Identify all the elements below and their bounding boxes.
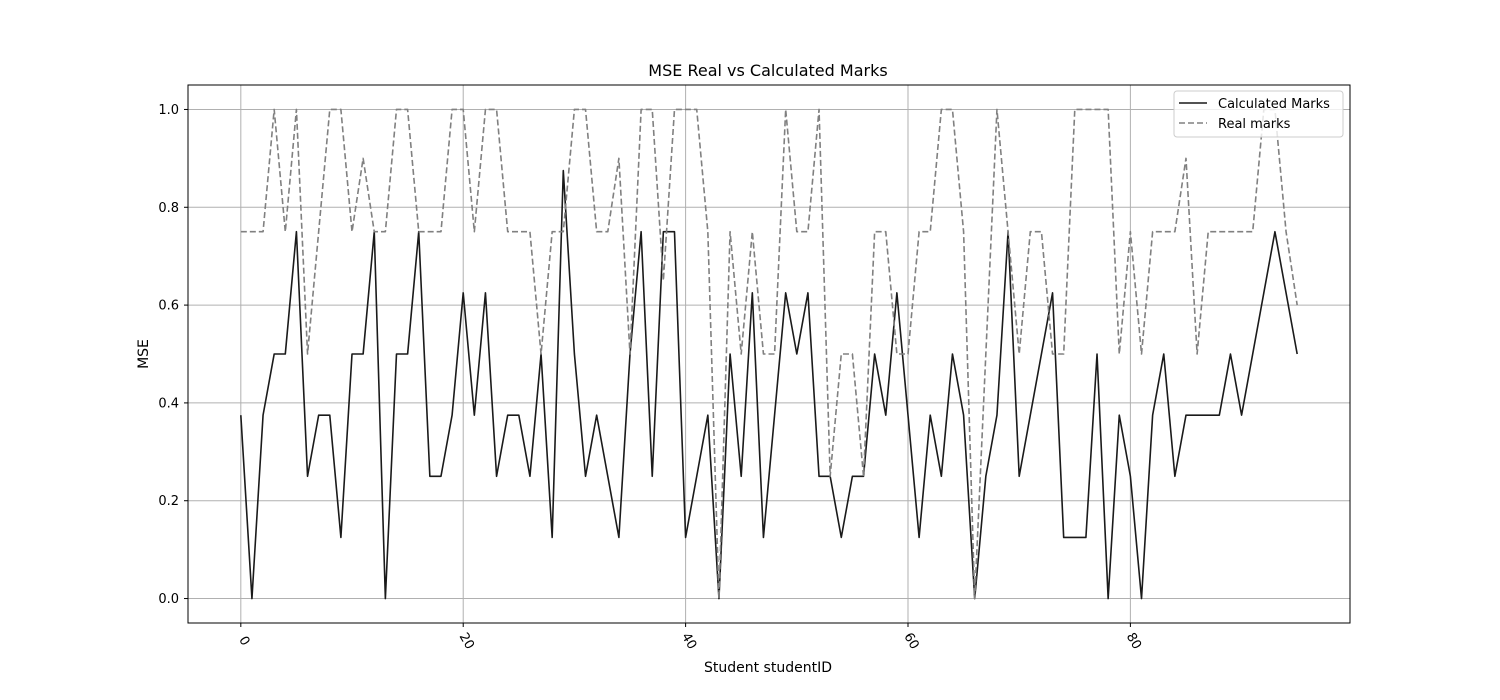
- y-tick-label: 0.6: [158, 299, 179, 314]
- legend-box: [1173, 90, 1344, 138]
- y-axis-title: MSE: [136, 339, 152, 369]
- series-lines: [240, 108, 1298, 600]
- x-tick-label: 40: [678, 630, 699, 652]
- y-axis: 0.0 0.2 0.4 0.6 0.8 1.0: [158, 103, 188, 607]
- y-tick-label: 0.2: [158, 494, 179, 509]
- series-line-calculated-marks: [240, 169, 1298, 600]
- y-tick-label: 1.0: [158, 103, 179, 118]
- x-tick-label: 80: [1123, 630, 1144, 652]
- y-tick-label: 0.0: [158, 592, 179, 607]
- legend: Calculated Marks Real marks: [1173, 90, 1344, 138]
- x-axis-title: Student studentID: [704, 660, 832, 676]
- y-tick-label: 0.4: [158, 396, 179, 411]
- chart-title: MSE Real vs Calculated Marks: [648, 61, 887, 80]
- y-tick-label: 0.8: [158, 201, 179, 216]
- legend-label-calculated-marks: Calculated Marks: [1218, 97, 1330, 112]
- x-tick-label: 60: [900, 630, 921, 652]
- x-axis: 0 20 40 60 80: [235, 623, 1144, 652]
- x-tick-label: 20: [456, 630, 477, 652]
- legend-label-real-marks: Real marks: [1218, 117, 1291, 132]
- series-line-real-marks: [240, 108, 1298, 600]
- plot-area-frame: [187, 84, 1351, 624]
- gridlines: [188, 85, 1350, 623]
